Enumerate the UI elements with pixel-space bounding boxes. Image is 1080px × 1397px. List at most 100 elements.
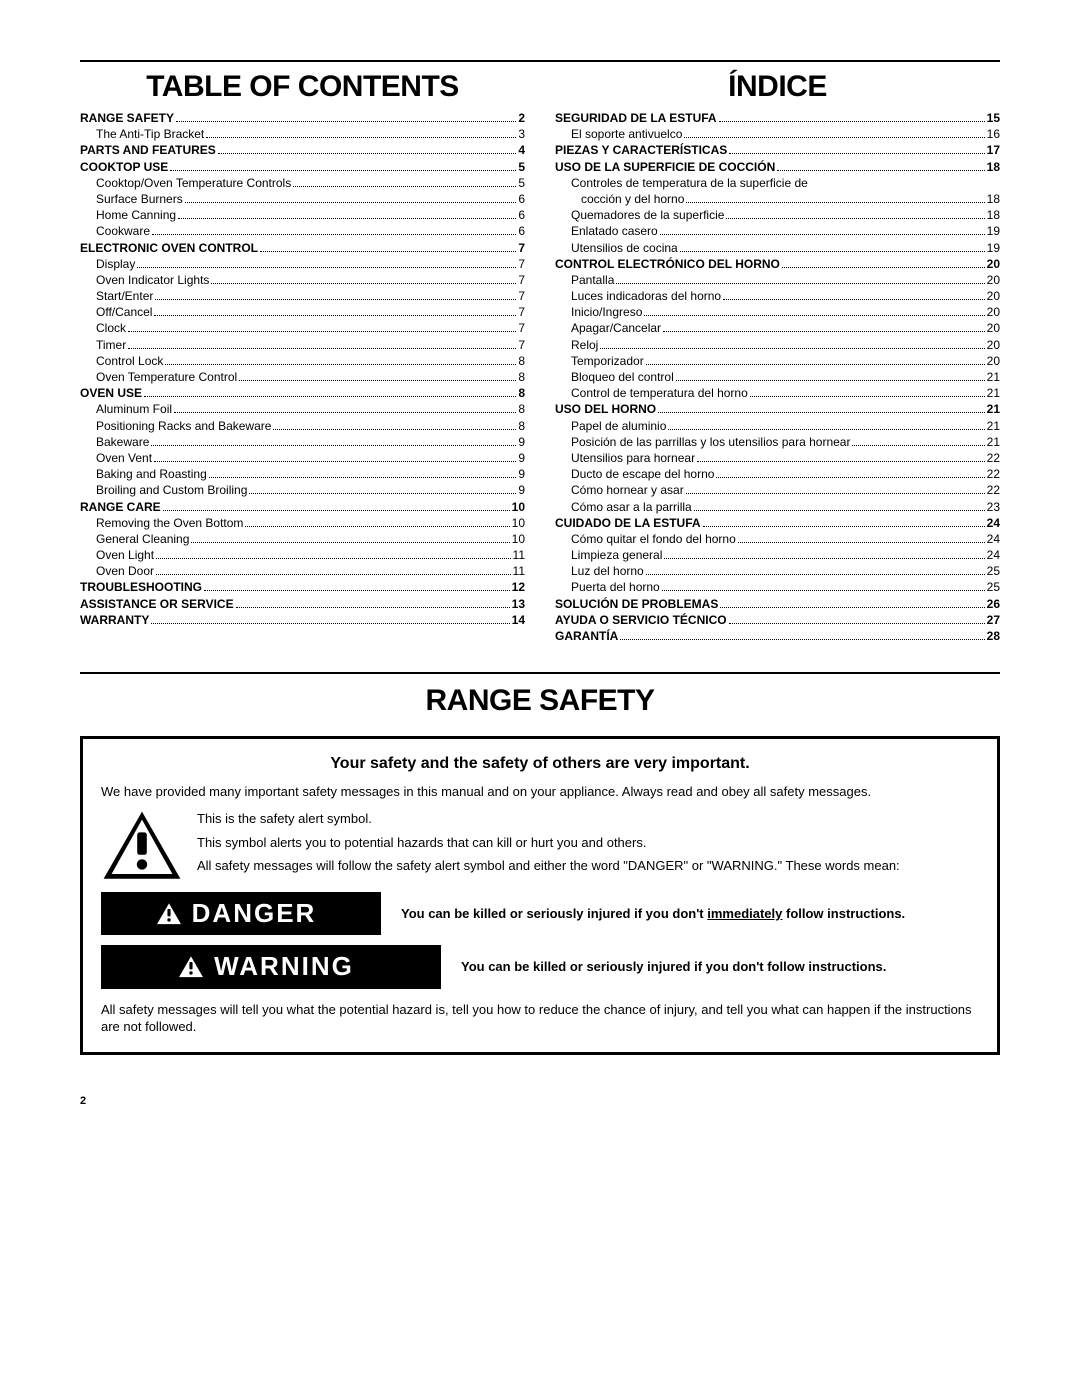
toc-leader-dots xyxy=(144,396,516,397)
toc-sub-row: Cookware6 xyxy=(80,223,525,239)
toc-page: 5 xyxy=(518,159,525,175)
toc-label: ASSISTANCE OR SERVICE xyxy=(80,596,234,612)
alert-line-3: All safety messages will follow the safe… xyxy=(197,857,900,875)
toc-page: 16 xyxy=(987,126,1000,142)
toc-leader-dots xyxy=(163,510,510,511)
toc-sub-row: Removing the Oven Bottom10 xyxy=(80,515,525,531)
toc-label: Off/Cancel xyxy=(80,304,152,320)
toc-left-column: Table of Contents RANGE SAFETY2The Anti-… xyxy=(80,70,525,644)
toc-page: 20 xyxy=(987,353,1000,369)
toc-leader-dots xyxy=(152,234,516,235)
toc-label: Limpieza general xyxy=(555,547,662,563)
toc-page: 21 xyxy=(987,434,1000,450)
toc-label: USO DEL HORNO xyxy=(555,401,656,417)
toc-leader-dots xyxy=(249,493,516,494)
toc-label: Cómo hornear y asar xyxy=(555,482,684,498)
toc-page: 18 xyxy=(987,191,1000,207)
toc-right-list: SEGURIDAD DE LA ESTUFA15El soporte antiv… xyxy=(555,110,1000,644)
toc-sub-row: Reloj20 xyxy=(555,337,1000,353)
toc-leader-dots xyxy=(668,429,984,430)
toc-page: 26 xyxy=(987,596,1000,612)
toc-right-title: Índice xyxy=(555,70,1000,104)
toc-columns: Table of Contents RANGE SAFETY2The Anti-… xyxy=(80,60,1000,644)
toc-page: 18 xyxy=(987,207,1000,223)
toc-section-row: CUIDADO DE LA ESTUFA24 xyxy=(555,515,1000,531)
toc-page: 14 xyxy=(512,612,525,628)
toc-section-row: PIEZAS Y CARACTERÍSTICAS17 xyxy=(555,142,1000,158)
safety-intro: We have provided many important safety m… xyxy=(101,783,979,801)
warning-text: You can be killed or seriously injured i… xyxy=(461,959,886,974)
toc-leader-dots xyxy=(703,526,985,527)
toc-page: 7 xyxy=(518,304,525,320)
toc-label: Reloj xyxy=(555,337,598,353)
toc-page: 20 xyxy=(987,320,1000,336)
toc-right-column: Índice SEGURIDAD DE LA ESTUFA15El soport… xyxy=(555,70,1000,644)
toc-leader-dots xyxy=(178,218,516,219)
toc-sub-row: Apagar/Cancelar20 xyxy=(555,320,1000,336)
toc-page: 7 xyxy=(518,320,525,336)
toc-sub-row: El soporte antivuelco16 xyxy=(555,126,1000,142)
toc-page: 23 xyxy=(987,499,1000,515)
toc-page: 22 xyxy=(987,466,1000,482)
toc-sub-row: Baking and Roasting9 xyxy=(80,466,525,482)
toc-sub-row: Ducto de escape del horno 22 xyxy=(555,466,1000,482)
toc-page: 24 xyxy=(987,547,1000,563)
toc-page: 28 xyxy=(987,628,1000,644)
toc-section-row: RANGE SAFETY2 xyxy=(80,110,525,126)
alert-line-2: This symbol alerts you to potential haza… xyxy=(197,834,900,852)
toc-page: 7 xyxy=(518,337,525,353)
toc-leader-dots xyxy=(719,121,985,122)
toc-page: 22 xyxy=(987,450,1000,466)
toc-label: Display xyxy=(80,256,135,272)
toc-section-row: CONTROL ELECTRÓNICO DEL HORNO20 xyxy=(555,256,1000,272)
toc-leader-dots xyxy=(782,267,985,268)
toc-leader-dots xyxy=(245,526,509,527)
toc-leader-dots xyxy=(206,137,516,138)
toc-sub-row: Positioning Racks and Bakeware8 xyxy=(80,418,525,434)
toc-sub-row: Utensilios de cocina19 xyxy=(555,240,1000,256)
toc-leader-dots xyxy=(663,331,985,332)
toc-label: Ducto de escape del horno xyxy=(555,466,714,482)
toc-leader-dots xyxy=(720,607,984,608)
toc-sub-row: Bakeware9 xyxy=(80,434,525,450)
toc-leader-dots xyxy=(151,445,516,446)
toc-sub-row: Surface Burners6 xyxy=(80,191,525,207)
toc-section-row: PARTS AND FEATURES4 xyxy=(80,142,525,158)
danger-triangle-icon xyxy=(156,902,182,926)
toc-label: Start/Enter xyxy=(80,288,153,304)
toc-label: Posición de las parrillas y los utensili… xyxy=(555,434,850,450)
toc-label: COOKTOP USE xyxy=(80,159,168,175)
toc-leader-dots xyxy=(662,590,985,591)
toc-leader-dots xyxy=(128,331,516,332)
toc-label: Control Lock xyxy=(80,353,163,369)
danger-text-pre: You can be killed or seriously injured i… xyxy=(401,906,707,921)
range-safety-heading: Range Safety xyxy=(80,684,1000,718)
toc-sub-row: Bloqueo del control21 xyxy=(555,369,1000,385)
toc-label: Cómo asar a la parrilla xyxy=(555,499,692,515)
alert-text-block: This is the safety alert symbol. This sy… xyxy=(197,810,900,882)
toc-section-row: TROUBLESHOOTING12 xyxy=(80,579,525,595)
toc-label: Oven Door xyxy=(80,563,154,579)
toc-sub-row: Utensilios para hornear22 xyxy=(555,450,1000,466)
toc-page: 21 xyxy=(987,385,1000,401)
toc-left-list: RANGE SAFETY2The Anti-Tip Bracket3PARTS … xyxy=(80,110,525,628)
safety-footer: All safety messages will tell you what t… xyxy=(101,1001,979,1036)
toc-label: ELECTRONIC OVEN CONTROL xyxy=(80,240,258,256)
toc-leader-dots xyxy=(686,202,984,203)
toc-label: cocción y del horno xyxy=(555,191,684,207)
toc-section-row: RANGE CARE10 xyxy=(80,499,525,515)
toc-page: 9 xyxy=(518,482,525,498)
toc-label: Luces indicadoras del horno xyxy=(555,288,721,304)
toc-section-row: AYUDA O SERVICIO TÉCNICO27 xyxy=(555,612,1000,628)
toc-leader-dots xyxy=(620,639,984,640)
toc-leader-dots xyxy=(716,477,984,478)
toc-sub-row: Broiling and Custom Broiling9 xyxy=(80,482,525,498)
toc-label: Oven Indicator Lights xyxy=(80,272,209,288)
toc-page: 24 xyxy=(987,531,1000,547)
toc-page: 11 xyxy=(513,563,525,579)
toc-leader-dots xyxy=(852,445,984,446)
toc-page: 20 xyxy=(987,256,1000,272)
toc-page: 6 xyxy=(518,207,525,223)
toc-sub-row: Posición de las parrillas y los utensili… xyxy=(555,434,1000,450)
toc-page: 20 xyxy=(987,304,1000,320)
